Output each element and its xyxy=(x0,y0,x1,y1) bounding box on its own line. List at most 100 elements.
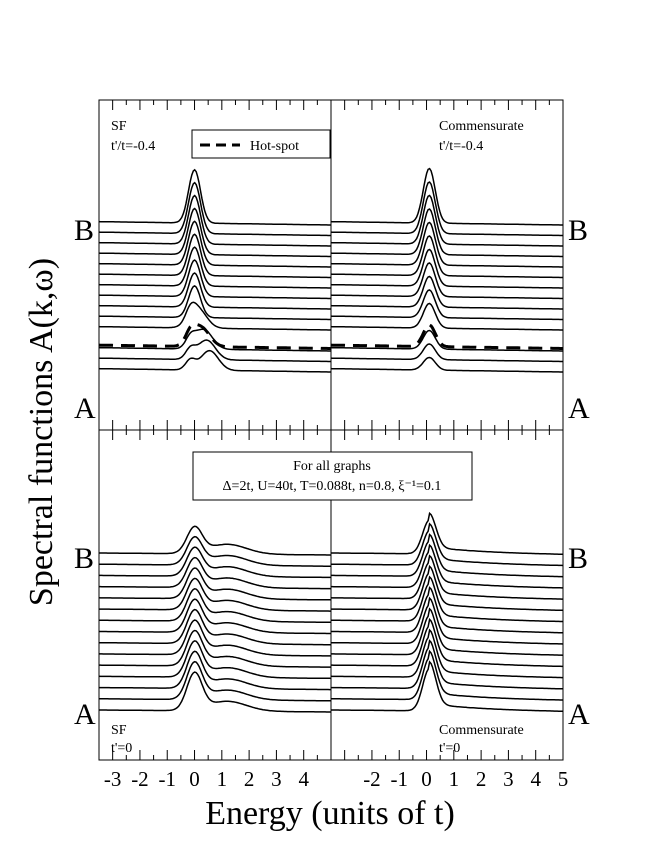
left-top-end-label: B xyxy=(74,214,94,247)
spectral-curve xyxy=(99,259,331,300)
spectral-curve xyxy=(99,608,331,646)
legend-hotspot-label: Hot-spot xyxy=(250,139,299,154)
x-tick-label: -1 xyxy=(158,767,176,791)
parameters-box: For all graphs Δ=2t, U=40t, T=0.088t, n=… xyxy=(192,451,473,501)
x-tick-label: 2 xyxy=(476,767,487,791)
spectral-curve xyxy=(99,272,331,310)
spectral-curve xyxy=(331,607,563,656)
spectral-curve xyxy=(99,640,331,680)
spectral-curve xyxy=(331,522,563,567)
spectral-curve xyxy=(99,629,331,668)
spectral-curve xyxy=(99,181,331,237)
spectral-curve xyxy=(99,660,331,702)
curves xyxy=(99,168,331,373)
spectral-curve xyxy=(331,235,563,279)
spectral-curve xyxy=(99,285,331,321)
spectral-curve xyxy=(331,208,563,258)
curves xyxy=(99,525,331,713)
spectral-curve xyxy=(331,181,563,237)
spectral-curve xyxy=(331,533,563,578)
panel-text: t'/t=-0.4 xyxy=(111,139,155,154)
spectral-curve xyxy=(331,248,563,289)
spectral-curve xyxy=(331,275,563,310)
spectral-curve xyxy=(99,525,331,556)
curves xyxy=(331,167,563,373)
spectral-curve xyxy=(99,619,331,657)
x-tick-label: 0 xyxy=(421,767,432,791)
x-tick-label: 5 xyxy=(558,767,569,791)
legend: Hot-spot xyxy=(191,129,331,159)
spectral-curve xyxy=(331,289,563,321)
spectral-curve xyxy=(331,221,563,268)
spectral-curve xyxy=(99,556,331,590)
spectral-curve xyxy=(99,246,331,289)
x-tick-label: 4 xyxy=(530,767,541,791)
spectral-curve xyxy=(331,554,563,600)
spectral-curve xyxy=(99,220,331,268)
spectral-curve xyxy=(99,577,331,612)
panel-top-right: Commensurate t'/t=-0.4 xyxy=(330,99,564,431)
spectral-curve xyxy=(99,535,331,567)
panel-text: t'/t=-0.4 xyxy=(439,139,483,154)
hotspot-curve xyxy=(331,323,563,350)
left-bottom-start-label: A xyxy=(74,698,96,731)
spectral-curve xyxy=(331,575,563,623)
spectral-curve xyxy=(99,301,331,331)
panel-bottom-right: -2 -1 0 1 2 3 4 5 Commensurate t'=0 xyxy=(330,429,569,791)
x-axis-label: Energy (units of t) xyxy=(205,795,455,832)
spectral-curve xyxy=(331,356,563,373)
panel-text: SF xyxy=(111,119,127,134)
spectral-curve xyxy=(331,639,563,690)
spectral-curve xyxy=(99,233,331,279)
spectral-curve xyxy=(99,207,331,258)
x-tick-label: 2 xyxy=(244,767,255,791)
spectral-curve xyxy=(99,168,331,226)
panel-text: t'=0 xyxy=(111,741,132,756)
x-tick-label: 3 xyxy=(271,767,282,791)
spectral-curve xyxy=(331,564,563,612)
right-bottom-end-label: B xyxy=(568,542,588,575)
spectral-curve xyxy=(99,671,331,713)
x-tick-label: -1 xyxy=(390,767,408,791)
x-tick-label: 4 xyxy=(298,767,309,791)
spectral-curve xyxy=(331,343,563,363)
x-tick-label: -2 xyxy=(363,767,381,791)
x-tick-label: 0 xyxy=(189,767,200,791)
parameters-line: Δ=2t, U=40t, T=0.088t, n=0.8, ξ⁻¹=0.1 xyxy=(223,479,442,494)
spectral-curve xyxy=(331,660,563,712)
right-top-start-label: A xyxy=(568,392,590,425)
spectral-curve xyxy=(99,349,331,373)
parameters-title: For all graphs xyxy=(293,459,371,474)
left-top-start-label: A xyxy=(74,392,96,425)
spectral-curve xyxy=(99,339,331,363)
spectral-curve xyxy=(331,628,563,679)
spectral-curve xyxy=(331,543,563,589)
panel-text: Commensurate xyxy=(439,119,524,134)
x-tick-label: -2 xyxy=(131,767,149,791)
spectral-curve xyxy=(331,596,563,645)
x-tick-label: 3 xyxy=(503,767,514,791)
spectral-curve xyxy=(99,546,331,579)
curves xyxy=(331,511,563,712)
spectral-curve xyxy=(331,617,563,668)
spectral-curve xyxy=(331,649,563,701)
panel-text: SF xyxy=(111,723,127,738)
right-bottom-start-label: A xyxy=(568,698,590,731)
panel-text: t'=0 xyxy=(439,741,460,756)
panel-top-left: SF t'/t=-0.4 xyxy=(98,99,332,431)
spectral-curve xyxy=(331,511,563,555)
panel-text: Commensurate xyxy=(439,723,524,738)
spectral-curve xyxy=(331,262,563,300)
spectral-curve xyxy=(331,302,563,331)
hotspot-curve xyxy=(99,322,331,350)
spectral-curve xyxy=(331,194,563,247)
x-tick-label: 1 xyxy=(217,767,228,791)
right-top-end-label: B xyxy=(568,214,588,247)
spectral-curve xyxy=(99,650,331,691)
spectral-curve xyxy=(99,588,331,624)
spectral-curve xyxy=(331,329,563,352)
panel-frame xyxy=(330,429,564,761)
y-axis-label: Spectral functions A(k,ω) xyxy=(23,258,60,606)
spectral-curve xyxy=(99,598,331,635)
